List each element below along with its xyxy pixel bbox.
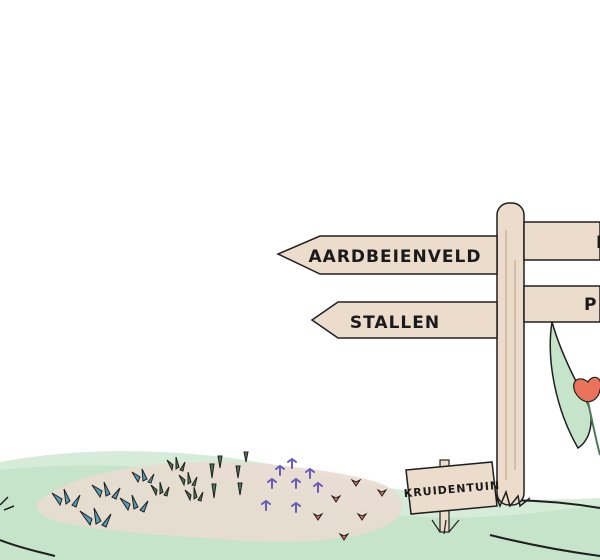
- herb-blue-plants: [51, 468, 155, 528]
- garden-soil-patch: [36, 462, 402, 542]
- red-sprouts: [312, 478, 388, 541]
- right-ground-outline: [489, 534, 600, 557]
- tall-leaf: [549, 321, 592, 450]
- left-hill-outline: [0, 539, 56, 557]
- arrow-sign-right-top-label: P: [596, 233, 600, 253]
- arrow-sign-right-bottom: P: [523, 285, 600, 323]
- arrow-sign-stallen-label: STALLEN: [350, 313, 440, 333]
- pole-wood-grain: [505, 230, 516, 480]
- arrow-sign-aardbeienveld: AARDBEIENVELD: [276, 235, 498, 275]
- arrow-sign-stallen: STALLEN: [310, 301, 498, 339]
- herb-green-plants: [150, 451, 249, 502]
- arrow-sign-right-top: P: [523, 221, 600, 261]
- kruidentuin-sign: KRUIDENTUIN: [403, 459, 501, 535]
- red-flower: [573, 376, 600, 456]
- arrow-sign-right-bottom-label: P: [584, 295, 597, 315]
- arrow-sign-aardbeienveld-label: AARDBEIENVELD: [309, 247, 482, 267]
- signpost-pole: [496, 202, 525, 506]
- purple-sprouts: [261, 457, 323, 513]
- grass-tuft-left: [0, 496, 15, 511]
